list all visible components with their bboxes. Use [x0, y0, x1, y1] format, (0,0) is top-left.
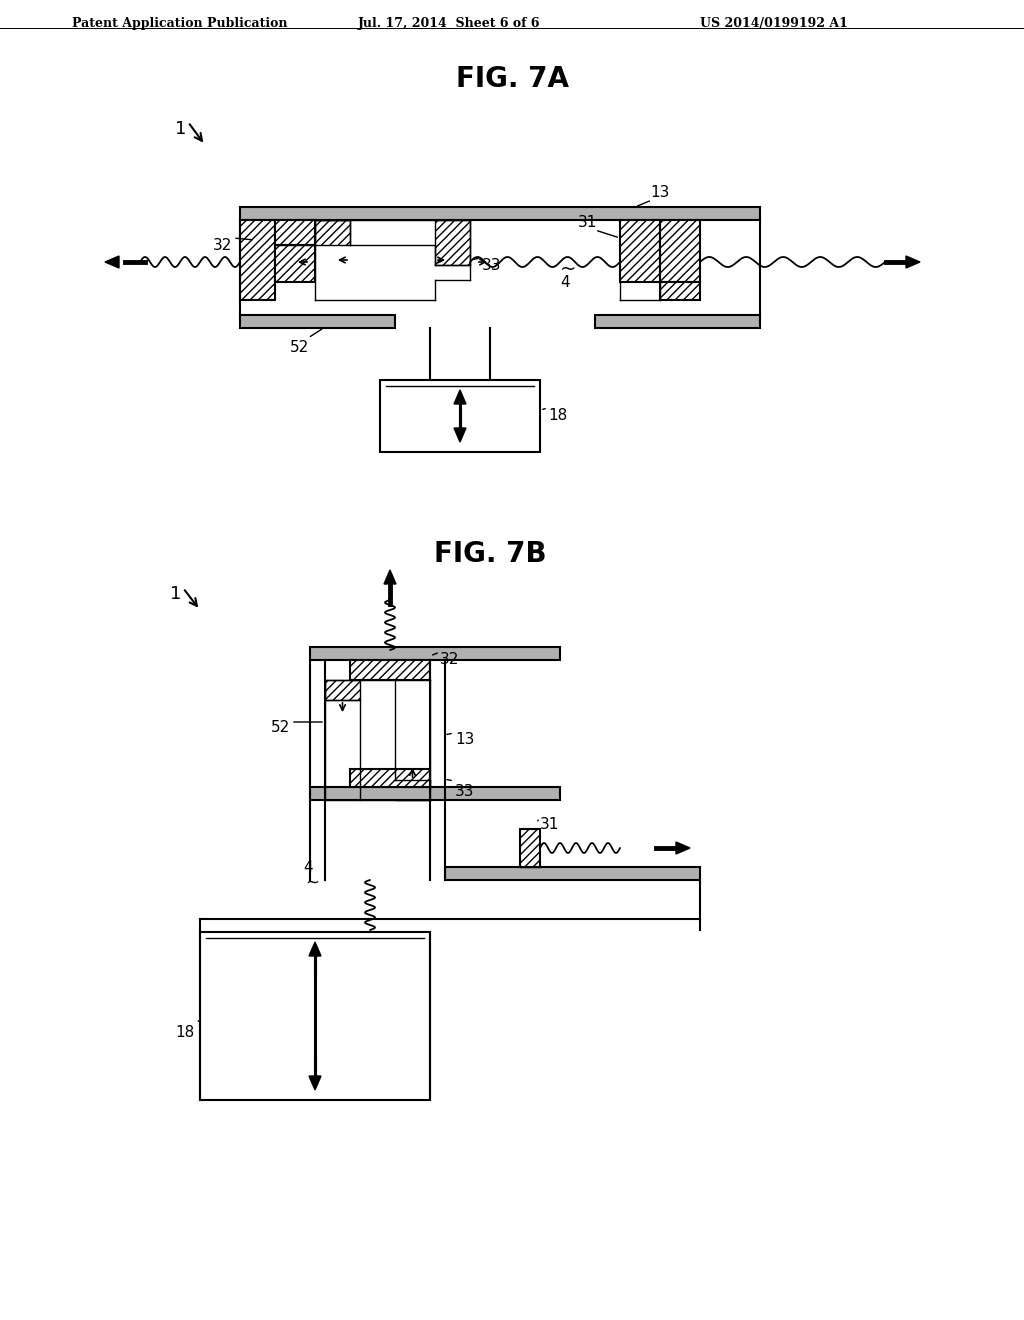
Text: 52: 52: [270, 719, 290, 735]
Bar: [240, 207, 760, 220]
Bar: [660, 220, 700, 282]
Text: 32: 32: [440, 652, 460, 667]
Text: 13: 13: [650, 185, 670, 201]
Polygon shape: [454, 389, 466, 404]
Polygon shape: [309, 1076, 321, 1090]
Bar: [435, 220, 470, 265]
Bar: [380, 380, 540, 451]
Text: US 2014/0199192 A1: US 2014/0199192 A1: [700, 17, 848, 30]
Bar: [275, 246, 315, 282]
Text: FIG. 7B: FIG. 7B: [434, 540, 547, 568]
Polygon shape: [906, 256, 920, 268]
Bar: [445, 867, 700, 880]
Bar: [315, 220, 350, 246]
Bar: [240, 220, 275, 300]
Bar: [325, 680, 360, 700]
Polygon shape: [309, 942, 321, 956]
Text: 1: 1: [170, 585, 181, 603]
Polygon shape: [384, 570, 396, 583]
Bar: [395, 780, 430, 800]
Text: 1: 1: [175, 120, 186, 139]
Text: FIG. 7A: FIG. 7A: [456, 65, 568, 92]
Text: ~: ~: [305, 874, 319, 892]
Polygon shape: [454, 428, 466, 442]
Text: Jul. 17, 2014  Sheet 6 of 6: Jul. 17, 2014 Sheet 6 of 6: [358, 17, 541, 30]
Bar: [310, 787, 560, 800]
Bar: [620, 220, 660, 282]
Bar: [350, 660, 430, 680]
Text: 32: 32: [213, 238, 232, 253]
Bar: [240, 315, 395, 327]
Text: 31: 31: [578, 215, 597, 230]
Text: 33: 33: [482, 257, 502, 273]
Bar: [520, 829, 540, 867]
Text: 52: 52: [290, 341, 309, 355]
Polygon shape: [105, 256, 119, 268]
Text: 31: 31: [540, 817, 559, 832]
Text: ~: ~: [560, 260, 577, 279]
Text: 13: 13: [455, 733, 474, 747]
Polygon shape: [676, 842, 690, 854]
Text: 18: 18: [548, 408, 567, 422]
Text: 4: 4: [303, 861, 312, 875]
Bar: [275, 220, 315, 246]
Text: 33: 33: [455, 784, 474, 799]
Text: 4: 4: [560, 275, 569, 290]
Bar: [350, 770, 430, 787]
Bar: [310, 647, 560, 660]
Text: Patent Application Publication: Patent Application Publication: [72, 17, 288, 30]
Text: 18: 18: [176, 1026, 195, 1040]
Bar: [200, 932, 430, 1100]
Bar: [660, 282, 700, 300]
Bar: [595, 315, 760, 327]
